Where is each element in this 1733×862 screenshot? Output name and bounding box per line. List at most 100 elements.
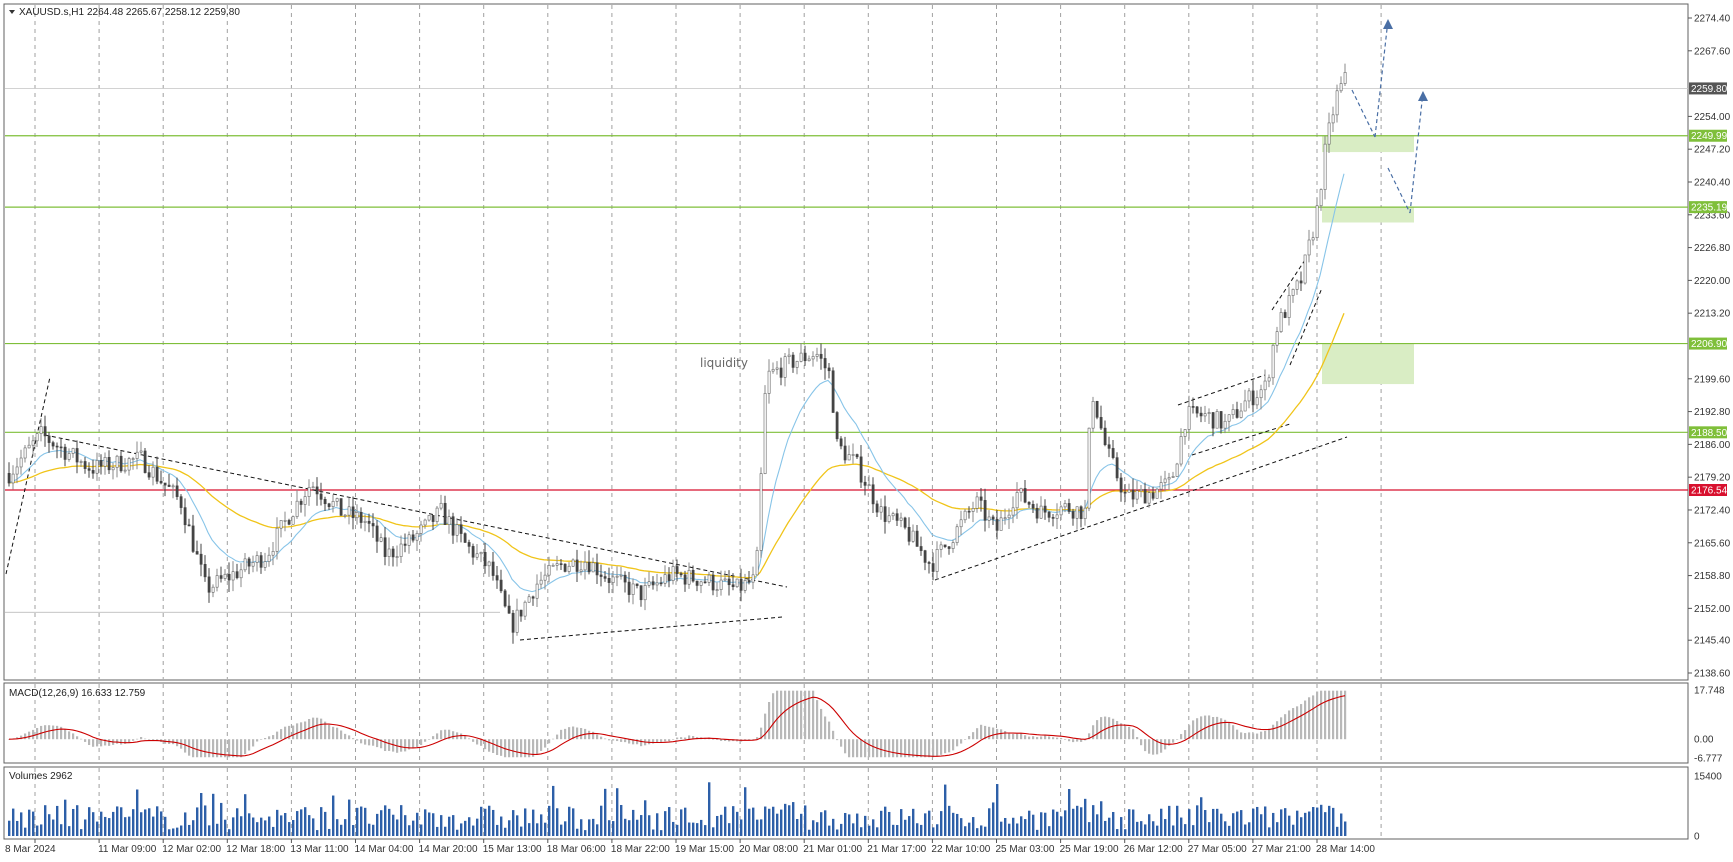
trendline	[44, 434, 788, 588]
candle-body	[919, 546, 923, 551]
macd-histogram-bar	[348, 735, 351, 740]
candle-body	[803, 352, 807, 362]
candle-body	[675, 566, 679, 574]
price-tags: 2249.99 2235.19 2206.90 2188.50 2176.54 2259.…	[1689, 82, 1728, 497]
candle-body	[1247, 390, 1251, 402]
volume-bar	[352, 825, 355, 836]
macd-histogram-bar	[16, 737, 19, 740]
candle-body	[1283, 312, 1287, 318]
candle-body	[831, 370, 835, 413]
macd-histogram-bar	[1236, 729, 1239, 740]
volume-bar	[440, 815, 443, 836]
volume-bar	[1200, 797, 1203, 836]
volume-bar	[580, 819, 583, 836]
volume-bar	[144, 809, 147, 836]
volume-bar	[620, 804, 623, 836]
volume-bar	[1244, 824, 1247, 836]
candle-body	[363, 520, 367, 523]
candle-body	[31, 440, 35, 446]
candle-body	[487, 561, 491, 567]
price-axis[interactable]: 2274.40 2267.60 2254.00 2247.20 2240.40 2233.…	[1688, 14, 1731, 680]
macd-histogram-bar	[720, 739, 723, 741]
volume-bar	[684, 807, 687, 836]
volume-bar	[692, 822, 695, 836]
macd-histogram-bar	[1208, 715, 1211, 740]
volume-bar	[892, 824, 895, 836]
volume-bar	[496, 824, 499, 836]
volume-bar	[1152, 821, 1155, 836]
candle-body	[263, 561, 267, 568]
candle-body	[735, 578, 739, 588]
candle-body	[535, 583, 539, 599]
macd-histogram-bar	[292, 725, 295, 740]
price-tick-label: 2267.60	[1694, 46, 1731, 57]
level-price-tag-label: 2206.90	[1691, 339, 1728, 350]
candle-body	[787, 354, 791, 357]
candle-body	[743, 580, 747, 591]
macd-histogram-bar	[288, 725, 291, 740]
dropdown-triangle-icon[interactable]	[9, 10, 15, 14]
macd-histogram-bar	[772, 693, 775, 740]
volume-bar	[636, 819, 639, 836]
candle-body	[67, 453, 71, 460]
volume-bar	[1188, 809, 1191, 836]
candle-body	[1143, 489, 1147, 504]
candle-body	[1003, 517, 1007, 520]
candle-body	[295, 500, 299, 517]
volume-bar	[904, 819, 907, 836]
candle-body	[127, 458, 131, 471]
candle-body	[91, 470, 95, 474]
volume-bar	[1304, 812, 1307, 836]
time-axis[interactable]: 8 Mar 2024 11 Mar 09:00 12 Mar 02:00 12 Mar…	[5, 839, 1375, 855]
volume-bar	[284, 813, 287, 836]
candle-body	[887, 515, 891, 522]
volume-bar	[132, 809, 135, 836]
macd-histogram-bar	[336, 727, 339, 740]
volume-bar	[632, 809, 635, 836]
volume-bar	[736, 811, 739, 836]
macd-histogram-bar	[664, 739, 667, 742]
volume-bar	[436, 826, 439, 836]
volume-bar	[348, 799, 351, 836]
time-tick-label: 19 Mar 15:00	[675, 844, 734, 855]
level-price-tag	[1689, 426, 1727, 439]
macd-histogram-bar	[216, 739, 219, 758]
candle-body	[691, 569, 695, 582]
volume-bar	[452, 815, 455, 836]
macd-histogram-bar	[268, 736, 271, 740]
candle-body	[1123, 491, 1127, 494]
candle-body	[1227, 414, 1231, 422]
trendline	[934, 436, 1348, 581]
volume-bar	[164, 816, 167, 836]
candle-body	[139, 450, 143, 453]
candle-body	[635, 583, 639, 586]
candle-body	[303, 496, 307, 505]
macd-histogram-bar	[108, 739, 111, 746]
volume-bar	[320, 807, 323, 836]
volume-bar	[768, 808, 771, 836]
macd-histogram-bar	[324, 721, 327, 740]
candle-body	[891, 513, 895, 517]
volume-bar	[1312, 807, 1315, 836]
ema-fast-line	[7, 173, 1345, 593]
volume-bar	[776, 813, 779, 836]
volume-bar	[1100, 801, 1103, 836]
candle-body	[783, 356, 787, 378]
candle-body	[167, 484, 171, 487]
macd-indicator	[8, 690, 1347, 758]
volume-bar	[124, 817, 127, 836]
macd-histogram-bar	[968, 736, 971, 740]
volume-bar	[1268, 827, 1271, 836]
main-chart-frame[interactable]	[3, 3, 1689, 681]
volume-bar	[556, 808, 559, 836]
candle-body	[611, 576, 615, 583]
time-tick-label: 26 Mar 12:00	[1124, 844, 1183, 855]
macd-histogram-bar	[1344, 690, 1347, 740]
macd-histogram-bar	[1284, 714, 1287, 740]
macd-histogram-bar	[384, 739, 387, 752]
candle-body	[335, 498, 339, 502]
candle-body	[1339, 83, 1343, 92]
volume-bar	[1044, 812, 1047, 836]
volume-bar	[16, 820, 19, 836]
